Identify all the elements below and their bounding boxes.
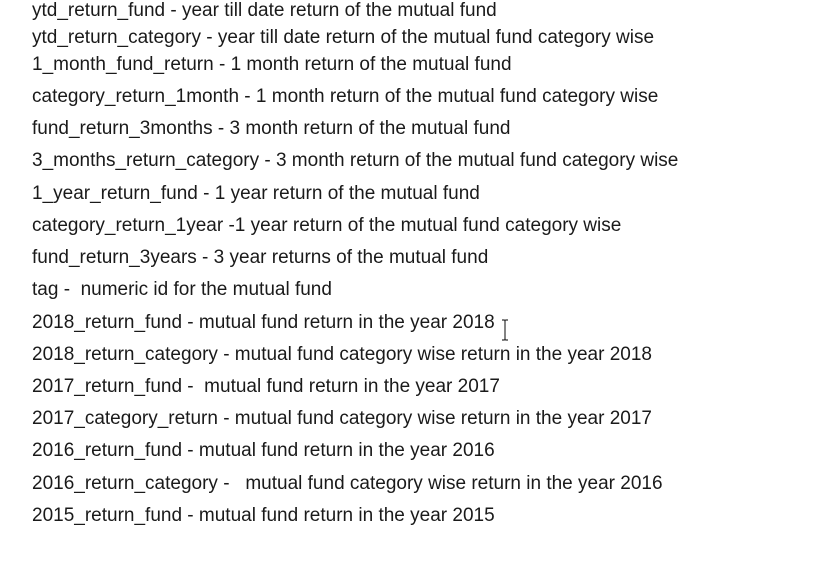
text-line-2016-return-category: 2016_return_category - mutual fund categ…	[32, 473, 663, 494]
text-line-2015-return-fund: 2015_return_fund - mutual fund return in…	[32, 505, 495, 526]
text-line-category-return-1month: category_return_1month - 1 month return …	[32, 86, 659, 107]
text-cursor-icon	[502, 319, 508, 341]
text-line-tag: tag - numeric id for the mutual fund	[32, 279, 332, 300]
text-line-fund-return-3months: fund_return_3months - 3 month return of …	[32, 118, 511, 139]
text-line-fund-return-3years: fund_return_3years - 3 year returns of t…	[32, 247, 489, 268]
text-line-3-months-return-category: 3_months_return_category - 3 month retur…	[32, 150, 679, 171]
text-line-2017-return-fund: 2017_return_fund - mutual fund return in…	[32, 376, 500, 397]
text-line-ytd-return-fund: ytd_return_fund - year till date return …	[32, 0, 497, 21]
text-line-1-year-return-fund: 1_year_return_fund - 1 year return of th…	[32, 183, 480, 204]
text-line-2018-return-category: 2018_return_category - mutual fund categ…	[32, 344, 652, 365]
text-line-category-return-1year: category_return_1year -1 year return of …	[32, 215, 622, 236]
text-line-2018-return-fund: 2018_return_fund - mutual fund return in…	[32, 312, 495, 333]
text-line-2017-category-return: 2017_category_return - mutual fund categ…	[32, 408, 652, 429]
text-line-ytd-return-category: ytd_return_category - year till date ret…	[32, 27, 655, 48]
text-line-2016-return-fund: 2016_return_fund - mutual fund return in…	[32, 440, 495, 461]
text-line-1-month-fund-return: 1_month_fund_return - 1 month return of …	[32, 54, 512, 75]
